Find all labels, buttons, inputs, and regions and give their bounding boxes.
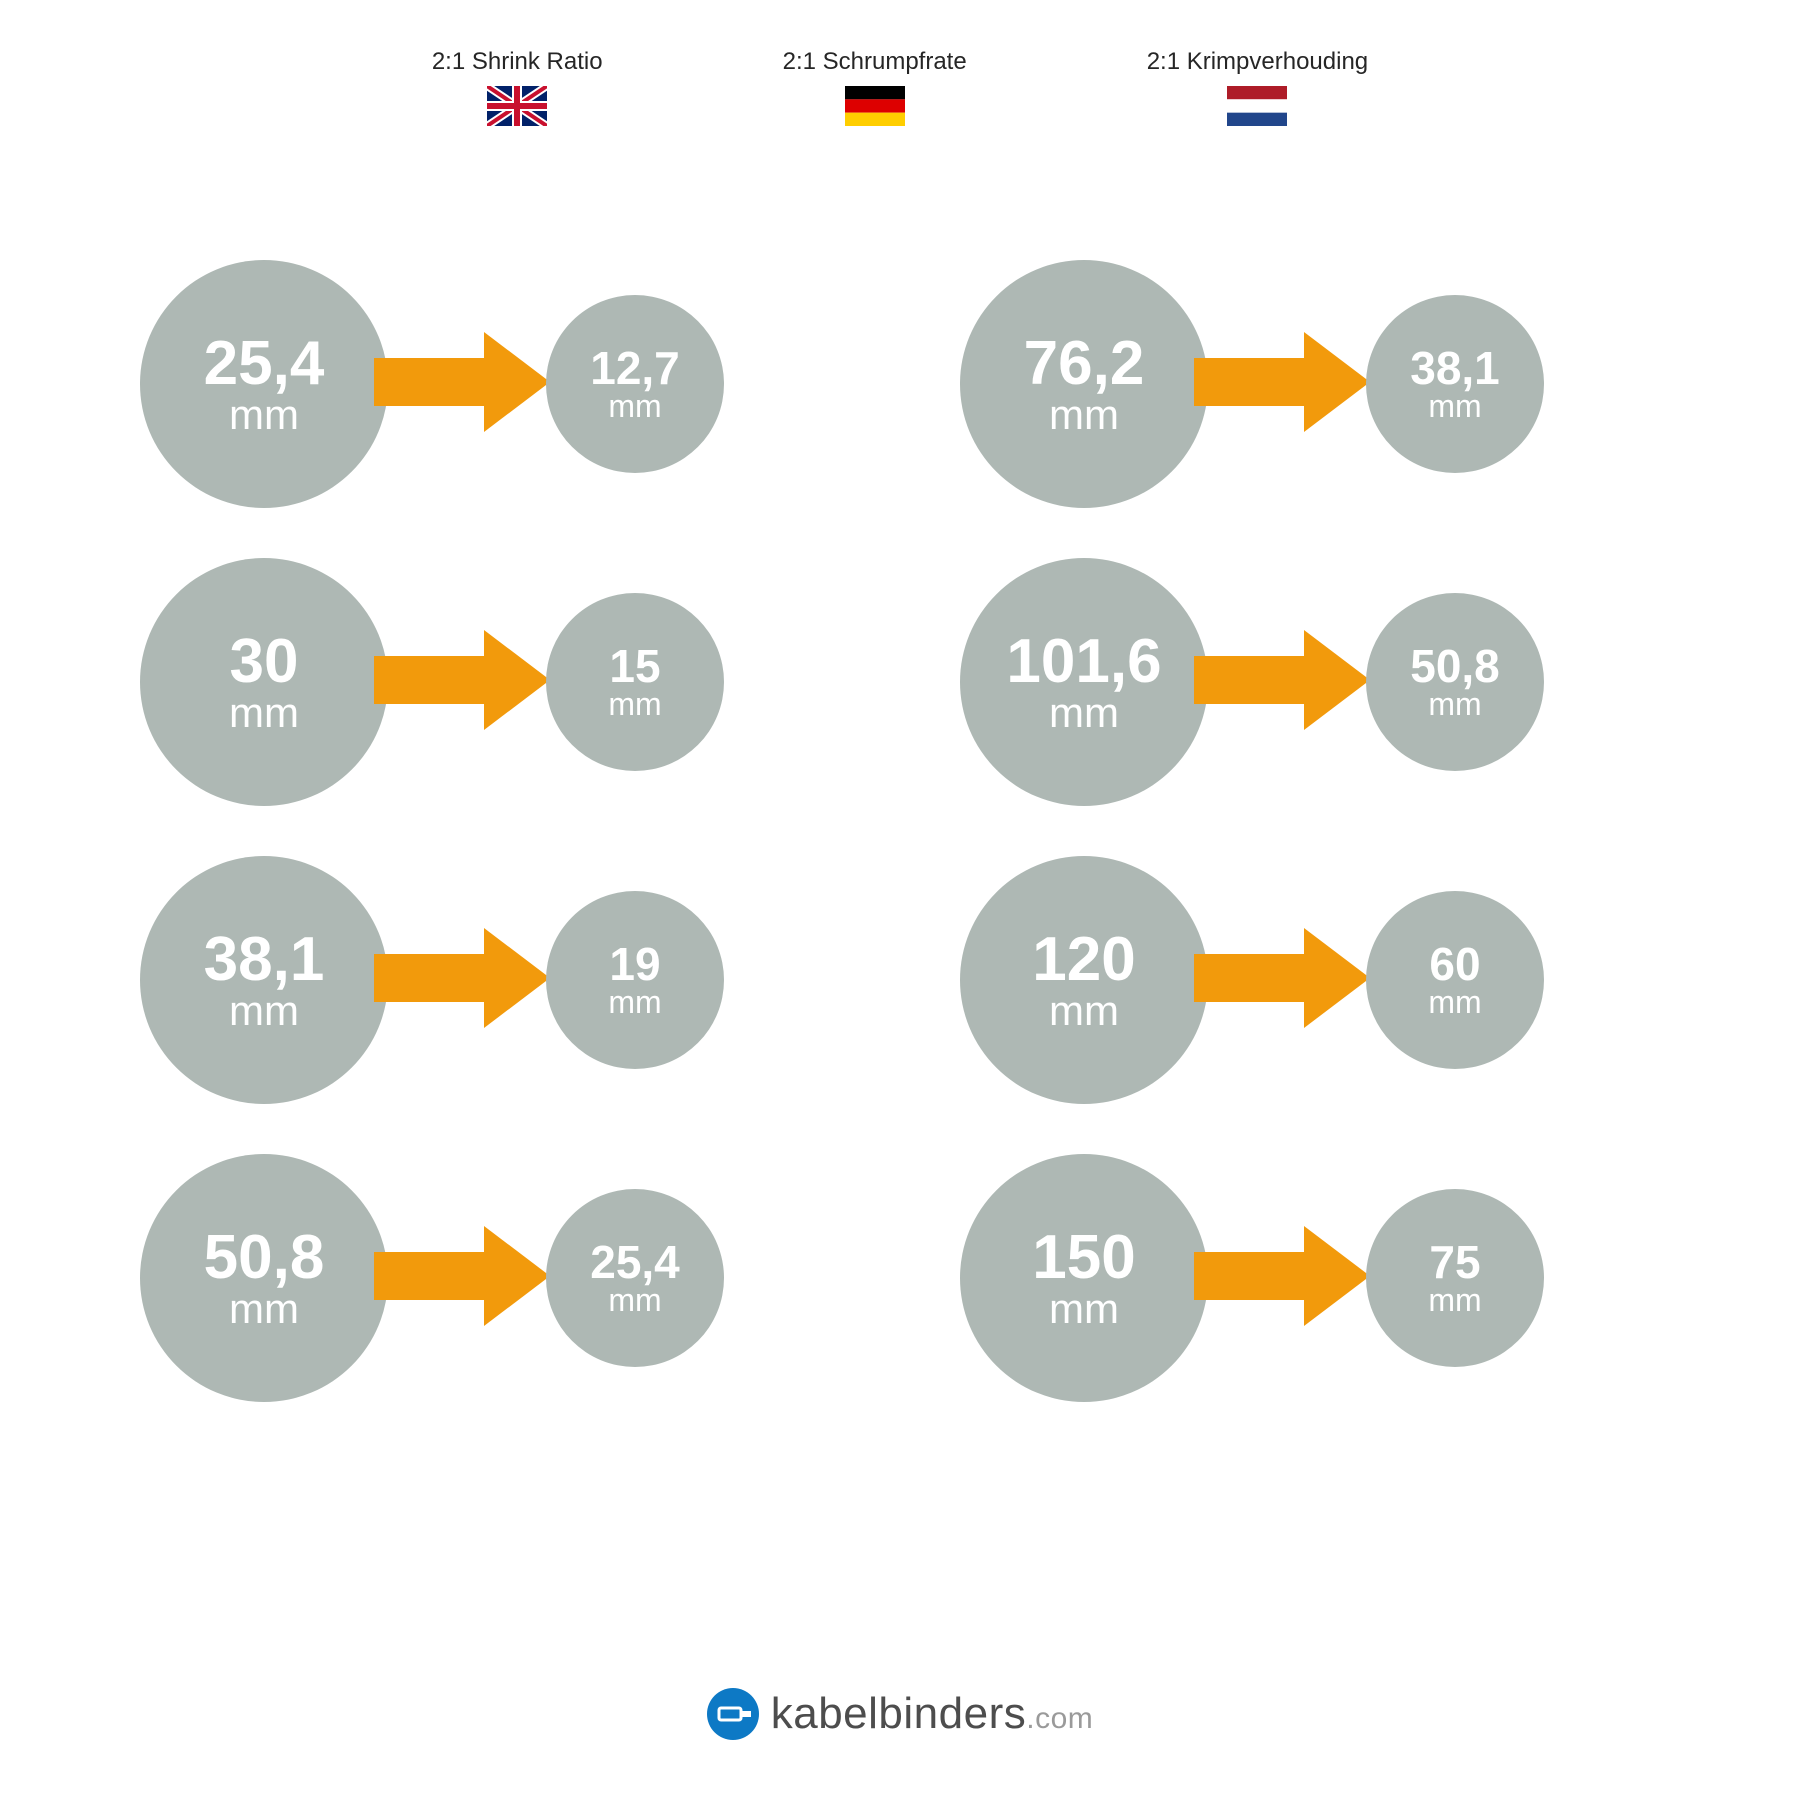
to-value: 15 bbox=[609, 642, 660, 690]
to-unit: mm bbox=[1428, 986, 1481, 1020]
shrink-pair: 120mm60mm bbox=[960, 856, 1660, 1104]
to-circle: 19mm bbox=[546, 891, 724, 1069]
from-unit: mm bbox=[1049, 691, 1119, 735]
to-unit: mm bbox=[608, 688, 661, 722]
arrow-icon bbox=[374, 322, 554, 447]
to-value: 19 bbox=[609, 940, 660, 988]
from-circle: 101,6mm bbox=[960, 558, 1208, 806]
from-unit: mm bbox=[1049, 989, 1119, 1033]
from-circle: 150mm bbox=[960, 1154, 1208, 1402]
from-circle: 50,8mm bbox=[140, 1154, 388, 1402]
shrink-pair: 30mm15mm bbox=[140, 558, 840, 806]
from-value: 101,6 bbox=[1006, 629, 1161, 694]
to-circle: 60mm bbox=[1366, 891, 1544, 1069]
from-value: 76,2 bbox=[1024, 331, 1145, 396]
to-unit: mm bbox=[1428, 1284, 1481, 1318]
shrink-pair: 101,6mm50,8mm bbox=[960, 558, 1660, 806]
lang-col-en: 2:1 Shrink Ratio bbox=[432, 48, 603, 126]
arrow-icon bbox=[1194, 322, 1374, 447]
from-unit: mm bbox=[1049, 393, 1119, 437]
from-unit: mm bbox=[229, 393, 299, 437]
arrow-icon bbox=[374, 1216, 554, 1341]
from-circle: 76,2mm bbox=[960, 260, 1208, 508]
arrow-icon bbox=[374, 918, 554, 1043]
from-value: 50,8 bbox=[204, 1225, 325, 1290]
from-value: 38,1 bbox=[204, 927, 325, 992]
to-value: 38,1 bbox=[1410, 344, 1500, 392]
brand-logo-icon bbox=[707, 1688, 759, 1740]
to-value: 12,7 bbox=[590, 344, 680, 392]
lang-label-nl: 2:1 Krimpverhouding bbox=[1147, 48, 1368, 76]
brand-suffix: .com bbox=[1026, 1702, 1093, 1735]
to-circle: 15mm bbox=[546, 593, 724, 771]
to-circle: 25,4mm bbox=[546, 1189, 724, 1367]
to-circle: 38,1mm bbox=[1366, 295, 1544, 473]
to-circle: 12,7mm bbox=[546, 295, 724, 473]
shrink-pair: 25,4mm12,7mm bbox=[140, 260, 840, 508]
to-circle: 50,8mm bbox=[1366, 593, 1544, 771]
header: 2:1 Shrink Ratio 2:1 Schrumpfrate 2:1 Kr… bbox=[0, 0, 1800, 126]
uk-flag-icon bbox=[487, 86, 547, 126]
from-unit: mm bbox=[1049, 1287, 1119, 1331]
to-circle: 75mm bbox=[1366, 1189, 1544, 1367]
from-circle: 38,1mm bbox=[140, 856, 388, 1104]
to-unit: mm bbox=[608, 1284, 661, 1318]
shrink-pair: 150mm75mm bbox=[960, 1154, 1660, 1402]
from-value: 150 bbox=[1032, 1225, 1135, 1290]
from-unit: mm bbox=[229, 691, 299, 735]
arrow-icon bbox=[1194, 918, 1374, 1043]
lang-col-nl: 2:1 Krimpverhouding bbox=[1147, 48, 1368, 126]
to-unit: mm bbox=[608, 390, 661, 424]
arrow-icon bbox=[1194, 620, 1374, 745]
lang-label-en: 2:1 Shrink Ratio bbox=[432, 48, 603, 76]
to-value: 25,4 bbox=[590, 1238, 680, 1286]
shrink-grid: 25,4mm12,7mm76,2mm38,1mm30mm15mm101,6mm5… bbox=[140, 260, 1660, 1402]
to-value: 75 bbox=[1429, 1238, 1480, 1286]
from-circle: 30mm bbox=[140, 558, 388, 806]
de-flag-icon bbox=[845, 86, 905, 126]
from-unit: mm bbox=[229, 1287, 299, 1331]
to-value: 50,8 bbox=[1410, 642, 1500, 690]
to-unit: mm bbox=[1428, 390, 1481, 424]
lang-label-de: 2:1 Schrumpfrate bbox=[783, 48, 967, 76]
brand-text: kabelbinders.com bbox=[771, 1689, 1094, 1739]
footer: kabelbinders.com bbox=[0, 1688, 1800, 1740]
shrink-pair: 76,2mm38,1mm bbox=[960, 260, 1660, 508]
from-unit: mm bbox=[229, 989, 299, 1033]
from-value: 25,4 bbox=[204, 331, 325, 396]
to-value: 60 bbox=[1429, 940, 1480, 988]
lang-col-de: 2:1 Schrumpfrate bbox=[783, 48, 967, 126]
from-circle: 120mm bbox=[960, 856, 1208, 1104]
arrow-icon bbox=[374, 620, 554, 745]
nl-flag-icon bbox=[1227, 86, 1287, 126]
shrink-pair: 50,8mm25,4mm bbox=[140, 1154, 840, 1402]
arrow-icon bbox=[1194, 1216, 1374, 1341]
shrink-pair: 38,1mm19mm bbox=[140, 856, 840, 1104]
to-unit: mm bbox=[608, 986, 661, 1020]
to-unit: mm bbox=[1428, 688, 1481, 722]
from-circle: 25,4mm bbox=[140, 260, 388, 508]
brand-name: kabelbinders bbox=[771, 1689, 1027, 1738]
from-value: 120 bbox=[1032, 927, 1135, 992]
from-value: 30 bbox=[230, 629, 299, 694]
